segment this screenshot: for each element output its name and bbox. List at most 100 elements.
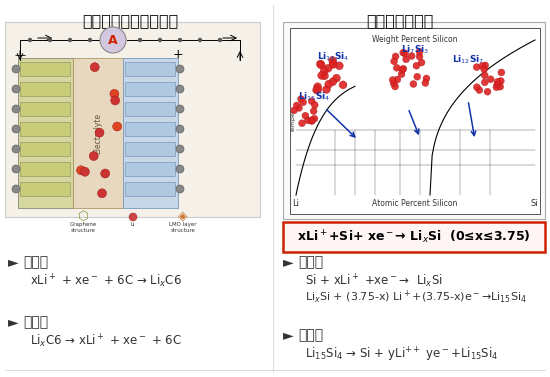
Text: —: —	[14, 50, 25, 60]
Circle shape	[113, 122, 122, 131]
Circle shape	[389, 77, 396, 83]
Circle shape	[12, 145, 20, 153]
Text: Li: Li	[131, 222, 135, 227]
Circle shape	[129, 213, 137, 221]
Circle shape	[390, 58, 398, 65]
Circle shape	[218, 38, 222, 41]
Circle shape	[311, 101, 318, 109]
Bar	[125, 102, 175, 116]
Bar	[20, 162, 70, 176]
Circle shape	[29, 38, 31, 41]
Circle shape	[158, 38, 162, 41]
Bar	[20, 122, 70, 136]
Text: ►: ►	[283, 328, 294, 342]
Circle shape	[481, 66, 488, 73]
Bar	[283, 22, 545, 219]
Text: ►: ►	[283, 255, 294, 269]
Circle shape	[299, 120, 305, 127]
Circle shape	[324, 64, 332, 72]
Circle shape	[176, 125, 184, 133]
Circle shape	[89, 38, 91, 41]
Text: Electrolyte: Electrolyte	[94, 112, 102, 153]
Circle shape	[473, 64, 480, 70]
Circle shape	[329, 60, 337, 69]
Text: Li$_{12}$Si$_7$: Li$_{12}$Si$_7$	[452, 54, 484, 66]
Circle shape	[402, 50, 409, 57]
Circle shape	[339, 81, 347, 89]
Text: Li$_{15}$Si$_4$: Li$_{15}$Si$_4$	[298, 91, 331, 103]
Circle shape	[414, 73, 421, 80]
Circle shape	[422, 80, 429, 86]
Circle shape	[176, 145, 184, 153]
Circle shape	[314, 85, 322, 93]
Circle shape	[498, 69, 505, 76]
Circle shape	[321, 72, 328, 80]
Circle shape	[390, 80, 397, 87]
Circle shape	[317, 72, 326, 80]
Text: 放电：: 放电：	[23, 315, 48, 329]
Bar	[123, 58, 178, 208]
Text: +: +	[173, 49, 183, 61]
Circle shape	[80, 167, 90, 176]
Circle shape	[399, 66, 406, 73]
Text: Graphene
structure: Graphene structure	[69, 222, 97, 233]
Circle shape	[139, 38, 141, 41]
Text: ◈: ◈	[178, 210, 188, 222]
Circle shape	[101, 169, 109, 178]
Circle shape	[110, 89, 119, 98]
Circle shape	[176, 105, 184, 113]
Circle shape	[316, 60, 324, 68]
Circle shape	[12, 125, 20, 133]
Circle shape	[89, 152, 98, 161]
Circle shape	[314, 83, 322, 91]
Text: Si: Si	[530, 199, 538, 208]
Bar	[20, 182, 70, 196]
Bar	[125, 82, 175, 96]
Text: Si + xLi$^+$ +xe$^-$→  Li$_x$Si: Si + xLi$^+$ +xe$^-$→ Li$_x$Si	[305, 273, 443, 290]
Text: Temper.: Temper.	[290, 107, 295, 132]
Circle shape	[309, 116, 316, 124]
Circle shape	[12, 165, 20, 173]
Circle shape	[12, 105, 20, 113]
Circle shape	[111, 96, 120, 105]
Bar	[125, 142, 175, 156]
Circle shape	[310, 107, 317, 115]
Circle shape	[293, 102, 300, 109]
Circle shape	[176, 185, 184, 193]
Circle shape	[487, 76, 494, 83]
Circle shape	[69, 38, 72, 41]
Circle shape	[324, 80, 333, 88]
Text: Li$_x$Si + (3.75-x) Li$^+$+(3.75-x)e$^-$→Li$_{15}$Si$_4$: Li$_x$Si + (3.75-x) Li$^+$+(3.75-x)e$^-$…	[305, 288, 527, 305]
Circle shape	[481, 72, 488, 79]
Text: Atomic Percent Silicon: Atomic Percent Silicon	[372, 199, 458, 208]
Bar	[18, 58, 73, 208]
Circle shape	[416, 48, 423, 55]
Circle shape	[484, 88, 491, 95]
Circle shape	[410, 81, 417, 87]
Circle shape	[328, 57, 337, 64]
Circle shape	[497, 83, 504, 90]
Bar	[20, 82, 70, 96]
Text: 充电：: 充电：	[23, 255, 48, 269]
Circle shape	[305, 117, 311, 124]
Circle shape	[416, 53, 423, 60]
Bar	[20, 102, 70, 116]
Circle shape	[408, 52, 415, 60]
Bar	[290, 28, 540, 214]
Circle shape	[76, 166, 86, 175]
Circle shape	[12, 65, 20, 73]
Circle shape	[317, 61, 325, 69]
Bar	[5, 22, 260, 217]
Circle shape	[295, 104, 303, 112]
Text: Weight Percent Silicon: Weight Percent Silicon	[372, 35, 458, 44]
Circle shape	[312, 86, 321, 94]
Text: LMO layer
structure: LMO layer structure	[169, 222, 197, 233]
Bar	[20, 62, 70, 76]
Circle shape	[392, 83, 399, 90]
Circle shape	[398, 70, 405, 78]
Circle shape	[176, 65, 184, 73]
Circle shape	[393, 64, 400, 71]
Circle shape	[403, 56, 410, 63]
Text: 充电：: 充电：	[298, 255, 323, 269]
Circle shape	[199, 38, 201, 41]
